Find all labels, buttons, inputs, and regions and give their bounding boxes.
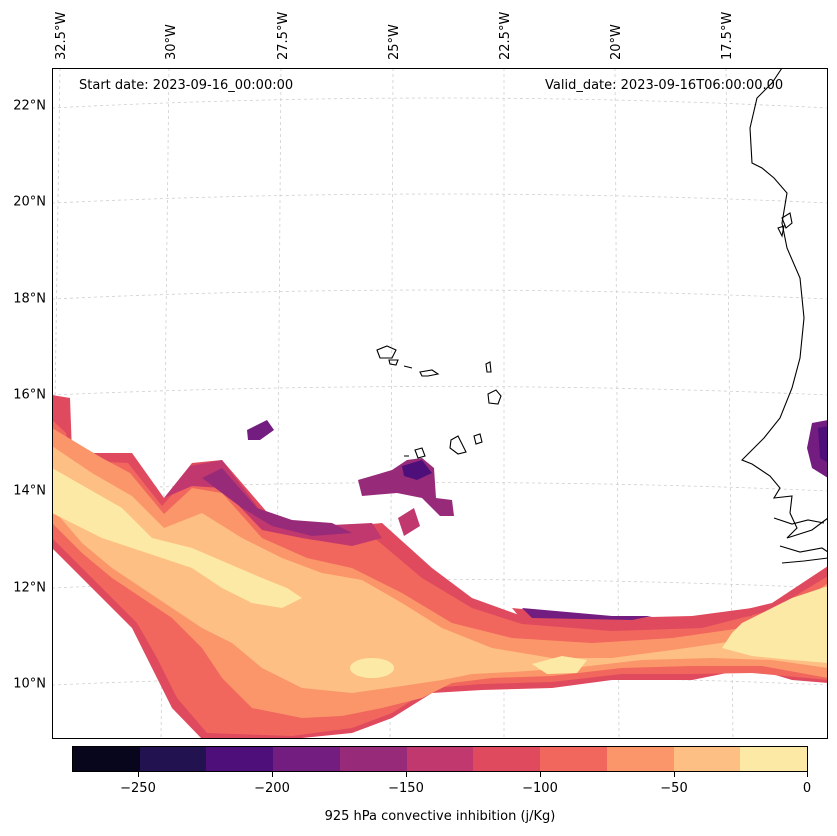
island-outline [414, 447, 426, 459]
coastline-segment [779, 545, 828, 553]
colorbar-segment [406, 747, 474, 771]
cin-band-225-200 [402, 460, 432, 480]
latitude-gridline [52, 386, 828, 396]
colorbar-tick-label: −250 [120, 781, 156, 796]
colorbar-segment [473, 747, 541, 771]
coastline-segment [781, 557, 828, 564]
latitude-gridline [52, 482, 828, 492]
island-outline [487, 389, 502, 405]
colorbar-tick [406, 772, 407, 777]
africa-coastline [741, 68, 828, 539]
colorbar-segment [206, 747, 274, 771]
latitude-label: 22°N [13, 98, 46, 114]
colorbar-tick-label: −50 [660, 781, 688, 796]
cin-contours [52, 395, 828, 739]
island-outline [473, 433, 483, 445]
colorbar-tick [674, 772, 675, 777]
colorbar-tick-label: 0 [802, 781, 812, 796]
map-panel[interactable] [52, 68, 828, 739]
valid-date-annotation: Valid_date: 2023-09-16T06:00:00.00 [545, 78, 784, 93]
colorbar-segment [606, 747, 674, 771]
latitude-gridline [52, 289, 828, 300]
island-outline [777, 225, 785, 238]
cin-band-near-zero [52, 468, 302, 608]
latitude-gridline [52, 193, 828, 204]
start-date-annotation: Start date: 2023-09-16_00:00:00 [79, 78, 294, 93]
latitude-label: 10°N [13, 676, 46, 692]
island-outline [449, 435, 467, 455]
colorbar-segment [273, 747, 340, 771]
cin-band-200-175 [247, 420, 274, 440]
colorbar-tick [807, 772, 808, 777]
colorbar-tick-label: −100 [522, 781, 558, 796]
longitude-label: 27.5°W [276, 11, 291, 60]
colorbar-segment [339, 747, 407, 771]
cin-band-225-200 [818, 426, 828, 463]
colorbar-title: 925 hPa convective inhibition (j/Kg) [324, 809, 556, 824]
longitude-label: 17.5°W [720, 11, 735, 60]
colorbar-tick [540, 772, 541, 777]
latitude-label: 18°N [13, 291, 46, 307]
cin-band-175-150 [522, 608, 652, 620]
colorbar-segment [73, 747, 140, 771]
colorbar-segment [139, 747, 207, 771]
longitude-label: 25°W [387, 24, 402, 60]
map-canvas [52, 68, 828, 739]
island-outline [403, 365, 413, 369]
coastline-segment [773, 517, 825, 525]
island-outline [485, 361, 492, 373]
longitude-label: 22.5°W [498, 11, 513, 60]
island-outline [419, 369, 440, 377]
latitude-label: 20°N [13, 194, 46, 210]
island-outline [388, 359, 399, 366]
colorbar-tick-label: −150 [388, 781, 424, 796]
latitude-label: 12°N [13, 580, 46, 596]
longitude-label: 30°W [164, 24, 179, 60]
coastlines [376, 68, 828, 564]
longitude-label: 20°W [609, 24, 624, 60]
cin-band-near-zero [350, 658, 394, 678]
island-outline [781, 212, 793, 229]
cin-band-near-zero [722, 586, 828, 663]
cin-band-near-zero [224, 621, 256, 639]
colorbar [72, 746, 808, 772]
colorbar-tick [138, 772, 139, 777]
longitude-label: 32.5°W [54, 11, 69, 60]
cin-band-near-zero [532, 656, 587, 674]
colorbar-segment [673, 747, 741, 771]
colorbar-tick-label: −200 [254, 781, 290, 796]
colorbar-segment [540, 747, 607, 771]
cin-band-150-125 [398, 508, 420, 536]
latitude-gridline [52, 97, 828, 109]
latitude-label: 14°N [13, 483, 46, 499]
colorbar-tick [272, 772, 273, 777]
cin-band-125-100 [512, 608, 752, 625]
cin-band-175-150 [202, 468, 352, 536]
island-outline [376, 345, 397, 359]
colorbar-segment [740, 747, 808, 771]
latitude-label: 16°N [13, 387, 46, 403]
